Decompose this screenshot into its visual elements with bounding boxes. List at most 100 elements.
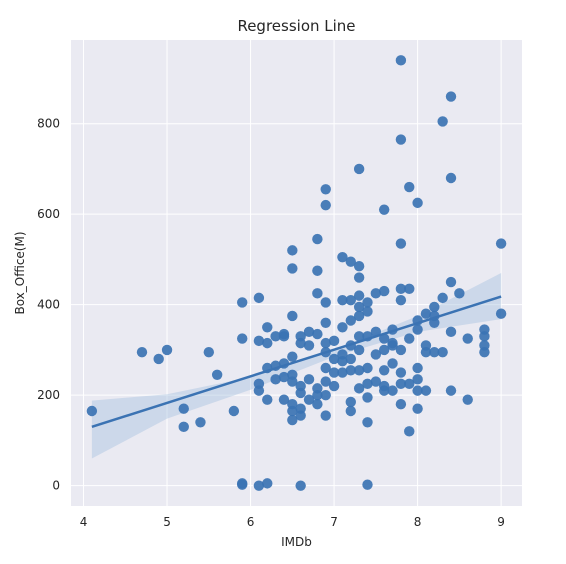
regression-line — [91, 295, 502, 429]
data-point — [237, 297, 248, 308]
data-point — [345, 405, 356, 417]
y-tick-label: 200 — [37, 388, 60, 402]
chart-title: Regression Line — [237, 17, 355, 35]
data-point — [303, 374, 315, 385]
data-point — [362, 417, 373, 428]
data-point — [395, 238, 407, 249]
data-point — [445, 385, 457, 396]
data-point — [178, 421, 189, 433]
data-point — [353, 383, 365, 394]
data-point — [454, 288, 465, 299]
data-point — [270, 374, 281, 385]
x-axis-label: IMDb — [281, 535, 312, 549]
data-point — [345, 396, 356, 408]
data-point — [337, 251, 348, 263]
data-point — [253, 385, 265, 396]
data-point — [362, 297, 373, 308]
data-point — [395, 378, 407, 390]
data-point — [345, 315, 356, 326]
data-point — [479, 346, 490, 358]
data-point — [161, 344, 173, 356]
data-point — [328, 367, 340, 378]
data-point — [337, 356, 348, 367]
confidence-band — [91, 273, 502, 459]
data-point — [353, 261, 365, 272]
grid — [71, 40, 522, 506]
data-point — [287, 245, 298, 256]
data-point — [320, 317, 331, 328]
data-point — [404, 283, 415, 295]
plot-area — [71, 40, 522, 506]
data-point — [378, 344, 390, 356]
data-point — [378, 204, 390, 215]
data-point — [395, 399, 407, 410]
data-point — [395, 344, 407, 356]
x-tick-label: 5 — [163, 515, 171, 529]
data-point — [370, 288, 382, 299]
data-point — [312, 265, 323, 276]
data-point — [262, 337, 273, 349]
data-point — [337, 294, 348, 306]
data-point — [495, 238, 507, 249]
data-point — [362, 378, 373, 390]
data-point — [412, 324, 423, 335]
data-point — [287, 414, 298, 426]
data-point — [437, 292, 448, 304]
data-point — [387, 340, 398, 351]
data-point — [353, 344, 365, 356]
data-point — [387, 385, 398, 396]
data-point — [404, 426, 415, 437]
data-point — [429, 301, 440, 313]
data-point — [353, 331, 365, 342]
x-tick-label: 9 — [497, 515, 505, 529]
data-point — [312, 389, 323, 401]
data-point — [395, 55, 407, 66]
data-point — [320, 389, 331, 401]
data-point — [353, 272, 365, 283]
x-tick-label: 6 — [247, 515, 255, 529]
data-point — [287, 310, 298, 322]
data-point — [412, 362, 423, 374]
data-point — [362, 392, 373, 403]
data-point — [253, 480, 265, 491]
data-point — [136, 346, 148, 358]
data-point — [262, 478, 273, 489]
data-point — [462, 394, 473, 405]
data-point — [353, 163, 365, 175]
data-point — [178, 403, 189, 414]
y-axis-label: Box_Office(M) — [13, 231, 27, 314]
data-point — [445, 172, 457, 184]
data-point — [287, 376, 298, 387]
data-point — [437, 116, 448, 127]
regression-line-group — [91, 295, 502, 429]
data-point — [445, 326, 457, 338]
data-point — [353, 310, 365, 322]
data-point — [437, 346, 448, 358]
data-point — [345, 294, 356, 306]
data-point — [237, 333, 248, 344]
data-point — [387, 358, 398, 369]
data-point — [445, 276, 457, 288]
data-point — [462, 333, 473, 344]
data-point — [353, 365, 365, 376]
data-point — [295, 387, 306, 399]
data-point — [320, 362, 331, 374]
data-point — [86, 405, 98, 417]
data-point — [495, 308, 507, 319]
data-point — [270, 331, 281, 342]
y-tick-label: 400 — [37, 298, 60, 312]
data-point — [203, 346, 215, 358]
data-point — [287, 405, 298, 417]
data-point — [429, 346, 440, 358]
data-point — [312, 328, 323, 340]
data-point — [412, 374, 423, 385]
data-point — [345, 256, 356, 267]
x-tick-labels: 4 5 6 7 8 9 — [80, 515, 505, 529]
data-point — [370, 376, 382, 387]
data-point — [353, 290, 365, 301]
data-point — [395, 294, 407, 306]
data-point — [278, 328, 290, 340]
data-point — [445, 91, 457, 102]
data-point — [287, 351, 298, 362]
data-point — [395, 283, 407, 295]
